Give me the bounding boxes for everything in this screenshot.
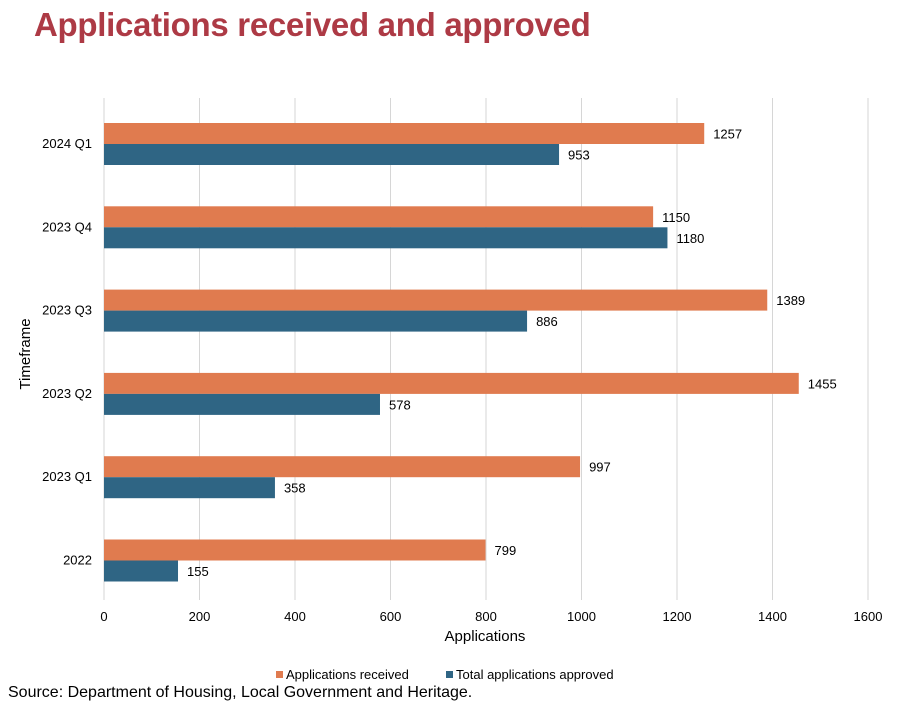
y-tick-label: 2022 [63,553,92,568]
gridlines [103,98,869,600]
bars [104,123,799,582]
x-tick-label: 400 [284,609,306,624]
data-label: 578 [389,397,411,412]
data-label: 1150 [662,210,690,225]
y-tick-label: 2023 Q1 [42,469,92,484]
x-tick-label: 0 [100,609,107,624]
bar-received [104,289,768,311]
legend-swatch-received [276,671,283,678]
bar-received [104,123,705,144]
legend-label-approved: Total applications approved [456,667,614,682]
y-axis-ticks: 2024 Q1 2023 Q4 2023 Q3 2023 Q2 2023 Q1 2022 [42,136,92,568]
legend: Applications received Total applications… [276,667,614,682]
y-tick-label: 2023 Q2 [42,386,92,401]
bar-approved [104,560,179,582]
data-label: 997 [589,460,611,475]
x-tick-label: 1600 [854,609,883,624]
bar-approved [104,393,380,415]
bar-approved [104,227,668,249]
data-label: 155 [187,564,209,579]
y-tick-label: 2023 Q4 [42,219,92,234]
x-tick-label: 600 [380,609,402,624]
data-label: 799 [495,543,517,558]
source-note: Source: Department of Housing, Local Gov… [8,684,473,701]
data-labels: 1257 953 1150 1180 1389 886 1455 578 997 358 799 15… [187,127,837,580]
bar-approved [104,144,560,165]
x-axis-title: Applications [445,628,526,645]
bar-received [104,372,799,394]
x-tick-label: 1000 [567,609,596,624]
y-axis-title: Timeframe [17,318,34,389]
x-tick-label: 1400 [758,609,787,624]
bar-approved [104,477,275,499]
bar-received [104,456,581,478]
data-label: 1257 [713,127,742,142]
data-label: 953 [568,148,590,163]
data-label: 1180 [676,231,704,246]
bar-chart: 0 200 400 600 800 1000 1200 1400 1600 2024 Q1202… [17,98,882,682]
data-label: 886 [536,314,558,329]
y-tick-label: 2023 Q3 [42,303,92,318]
bar-received [104,539,486,561]
y-tick-label: 2024 Q1 [42,136,92,151]
x-tick-label: 800 [475,609,497,624]
legend-label-received: Applications received [286,667,409,682]
data-label: 1389 [776,293,805,308]
x-tick-label: 1200 [663,609,692,624]
data-label: 358 [284,481,306,496]
bar-received [104,206,654,228]
bar-approved [104,310,528,332]
x-axis-ticks: 0 200 400 600 800 1000 1200 1400 1600 [100,609,882,624]
x-tick-label: 200 [189,609,211,624]
data-label: 1455 [808,376,837,391]
chart-title: Applications received and approved [34,6,591,43]
legend-swatch-approved [446,671,453,678]
